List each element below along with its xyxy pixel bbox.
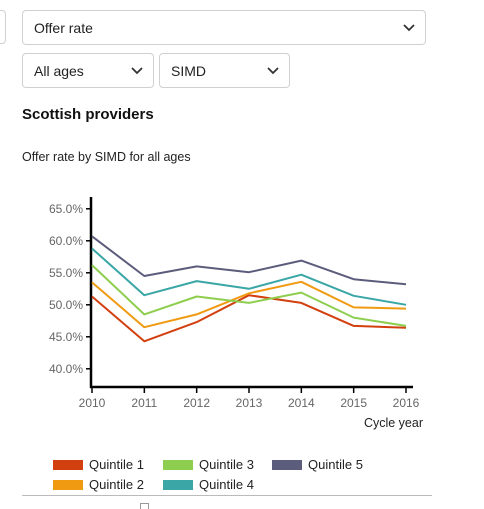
chevron-down-icon [131, 66, 143, 74]
y-tick-label: 65.0% [49, 202, 83, 216]
series-line-quintile-2 [91, 280, 407, 329]
checkbox-partial[interactable] [140, 503, 149, 509]
offer-rate-line-chart: 65.0% 60.0% 55.0% 50.0% 45.0% 40.0% 2010 2011 2… [49, 197, 423, 430]
chevron-down-icon [403, 23, 415, 31]
chart-title: Offer rate by SIMD for all ages [22, 150, 191, 164]
series-line-quintile-1 [91, 294, 407, 343]
legend-item-quintile-5[interactable]: Quintile 5 [272, 457, 363, 472]
chevron-down-icon [267, 66, 279, 74]
y-tick-label: 60.0% [49, 234, 83, 248]
x-tick-label: 2014 [288, 396, 315, 410]
legend-item-quintile-4[interactable]: Quintile 4 [163, 477, 254, 492]
x-tick-label: 2013 [236, 396, 263, 410]
legend-label: Quintile 5 [308, 457, 363, 472]
y-tick-label: 55.0% [49, 266, 83, 280]
section-title: Scottish providers [22, 106, 154, 123]
age-select-value: All ages [34, 62, 84, 79]
y-tick-label: 50.0% [49, 298, 83, 312]
legend-item-quintile-1[interactable]: Quintile 1 [53, 457, 144, 472]
series-line-quintile-4 [91, 247, 407, 306]
x-tick-label: 2011 [131, 396, 157, 410]
y-tick-label: 45.0% [49, 330, 83, 344]
x-tick-label: 2010 [79, 396, 106, 410]
series-line-quintile-3 [91, 264, 407, 327]
legend-item-quintile-2[interactable]: Quintile 2 [53, 477, 144, 492]
measure-select[interactable]: Offer rate [22, 10, 426, 45]
breakdown-select[interactable]: SIMD [159, 53, 290, 88]
legend-swatch [163, 479, 193, 490]
x-tick-label: 2012 [183, 396, 210, 410]
legend-swatch [53, 459, 83, 470]
legend-swatch [163, 459, 193, 470]
y-tick-label: 40.0% [49, 362, 83, 376]
age-select[interactable]: All ages [22, 53, 154, 88]
legend-swatch [53, 479, 83, 490]
legend-label: Quintile 4 [199, 477, 254, 492]
measure-select-value: Offer rate [34, 19, 93, 36]
series-line-quintile-5 [91, 235, 407, 286]
divider [22, 495, 432, 496]
legend-item-quintile-3[interactable]: Quintile 3 [163, 457, 254, 472]
x-tick-label: 2015 [340, 396, 367, 410]
legend-label: Quintile 1 [89, 457, 144, 472]
legend-swatch [272, 459, 302, 470]
legend-label: Quintile 2 [89, 477, 144, 492]
legend-label: Quintile 3 [199, 457, 254, 472]
x-axis-label: Cycle year [364, 416, 423, 430]
previous-select-edge[interactable] [0, 10, 6, 44]
x-tick-label: 2016 [393, 396, 420, 410]
breakdown-select-value: SIMD [171, 62, 206, 79]
